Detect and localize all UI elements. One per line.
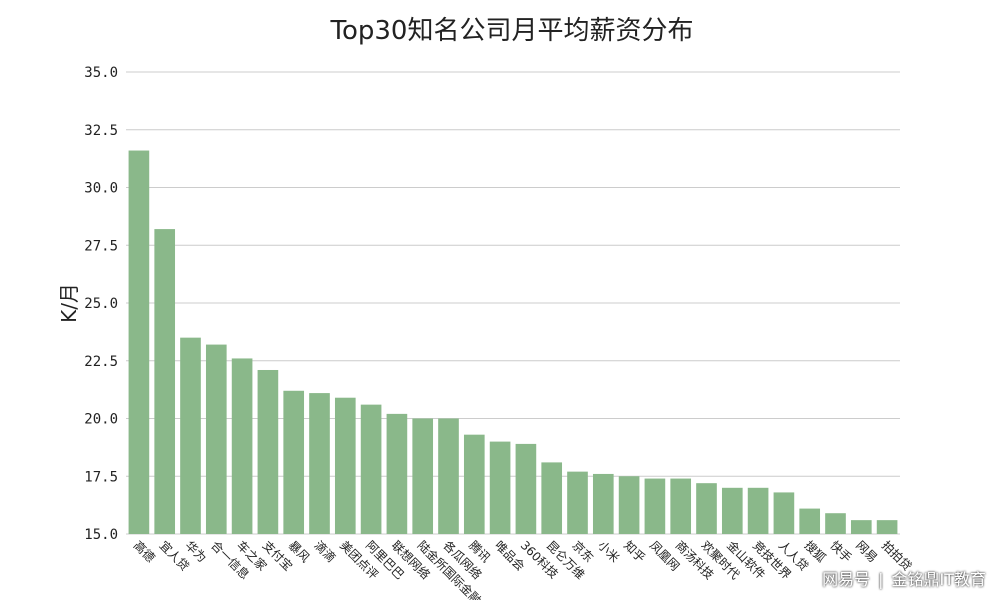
bar xyxy=(541,462,563,534)
y-tick-label: 27.5 xyxy=(84,238,118,254)
bar xyxy=(360,404,382,534)
bar xyxy=(567,471,588,534)
y-tick-label: 17.5 xyxy=(84,469,118,485)
watermark: 网易号 | 金铭鼎IT教育 xyxy=(822,566,986,590)
y-axis-label: K/月 xyxy=(57,283,81,323)
y-tick-labels: 15.0 17.5 20.0 22.5 25.0 27.5 30.0 32.5 35.0 xyxy=(84,65,118,543)
bars xyxy=(128,150,898,535)
bar xyxy=(180,337,201,534)
bar xyxy=(850,520,872,534)
watermark-right: 金铭鼎IT教育 xyxy=(891,570,987,589)
bar xyxy=(489,441,511,534)
bar xyxy=(463,434,485,534)
x-tick-label: 小米 xyxy=(595,538,622,565)
gridlines xyxy=(126,71,900,535)
bar xyxy=(773,492,795,534)
bar xyxy=(696,483,717,534)
bar xyxy=(231,358,253,534)
bar xyxy=(283,390,305,534)
y-tick-label: 25.0 xyxy=(84,296,118,312)
bar xyxy=(876,520,898,534)
x-tick-label: 高德 xyxy=(131,538,159,566)
y-tick-label: 35.0 xyxy=(84,65,118,81)
bar xyxy=(592,473,614,534)
x-tick-label: 快手 xyxy=(827,538,854,565)
watermark-left: 网易号 xyxy=(822,570,871,589)
x-tick-label: 知乎 xyxy=(621,538,648,565)
y-tick-label: 15.0 xyxy=(84,527,118,543)
bar xyxy=(515,443,537,534)
bar xyxy=(205,344,227,534)
bar xyxy=(128,150,150,535)
chart-title: Top30知名公司月平均薪资分布 xyxy=(330,16,694,46)
bar xyxy=(825,513,846,534)
bar xyxy=(154,229,176,534)
bar xyxy=(721,487,743,534)
bar xyxy=(412,418,434,534)
watermark-separator: | xyxy=(878,570,884,589)
bar xyxy=(747,487,769,534)
x-tick-label: 网易 xyxy=(853,538,880,565)
y-tick-label: 22.5 xyxy=(84,354,118,370)
y-tick-label: 20.0 xyxy=(84,412,118,428)
x-tick-label: 滴滴 xyxy=(311,538,339,566)
x-tick-labels: 高德宜人贷华为合一信息车之家支付宝暴风滴滴美团点评阿里巴巴联想网络陆金所国际金融… xyxy=(131,538,915,600)
y-tick-label: 32.5 xyxy=(84,123,118,139)
bar xyxy=(334,397,356,534)
bar xyxy=(309,393,330,534)
bar xyxy=(386,413,408,534)
bar xyxy=(799,508,821,534)
y-tick-label: 30.0 xyxy=(84,181,118,197)
bar xyxy=(618,476,640,534)
bar xyxy=(438,418,459,534)
bar xyxy=(644,478,666,534)
bar xyxy=(257,369,279,534)
bar xyxy=(670,478,692,534)
